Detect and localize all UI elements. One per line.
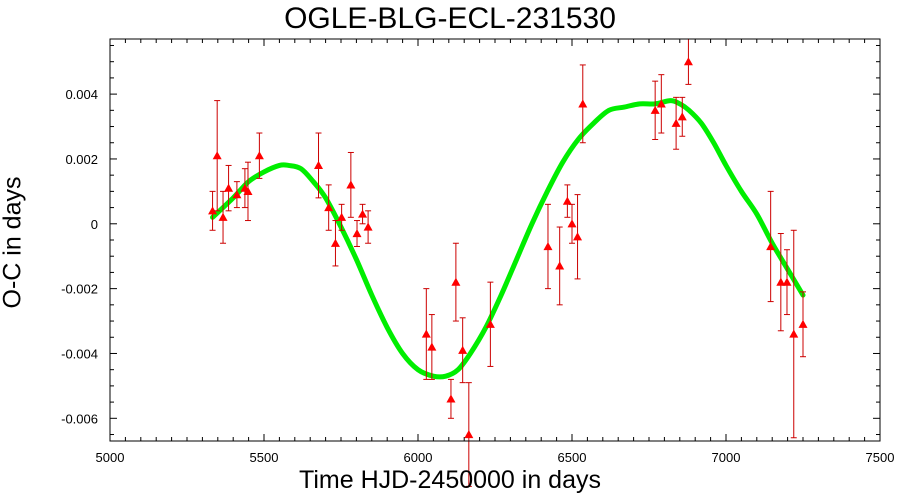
triangle-marker bbox=[363, 222, 373, 231]
data-point bbox=[766, 190, 776, 303]
triangle-marker bbox=[451, 277, 461, 286]
triangle-marker bbox=[562, 196, 572, 205]
triangle-marker bbox=[346, 180, 356, 189]
fit-curve-layer bbox=[210, 98, 806, 380]
triangle-marker bbox=[232, 190, 242, 199]
data-point bbox=[337, 203, 347, 231]
fit-curve bbox=[210, 98, 806, 380]
triangle-marker bbox=[789, 329, 799, 338]
data-point bbox=[776, 233, 786, 332]
data-point bbox=[346, 151, 356, 218]
data-point bbox=[208, 190, 218, 231]
data-point bbox=[567, 203, 577, 244]
triangle-marker bbox=[677, 112, 687, 121]
data-point bbox=[324, 184, 334, 231]
triangle-marker bbox=[555, 261, 565, 270]
triangle-marker bbox=[683, 57, 693, 66]
triangle-marker bbox=[776, 277, 786, 286]
triangle-marker bbox=[573, 232, 583, 241]
x-tick-label: 6000 bbox=[404, 450, 433, 465]
triangle-marker bbox=[650, 105, 660, 114]
y-tick-label: 0.004 bbox=[65, 87, 98, 102]
data-point bbox=[451, 242, 461, 322]
data-point bbox=[683, 38, 693, 85]
y-tick-label: 0.002 bbox=[65, 152, 98, 167]
axis-ticks bbox=[109, 39, 881, 441]
x-tick-label: 5500 bbox=[250, 450, 279, 465]
data-point bbox=[464, 382, 474, 487]
triangle-marker bbox=[224, 183, 234, 192]
triangle-marker bbox=[446, 394, 456, 403]
axis-tick-labels: 5000 5500 6000 6500 7000 7500 -0.006 -0.004 -0.0… bbox=[61, 87, 894, 465]
triangle-marker bbox=[766, 241, 776, 251]
y-axis-label: O-C in days bbox=[0, 176, 27, 309]
x-tick-label: 7500 bbox=[866, 450, 895, 465]
chart-title: OGLE-BLG-ECL-231530 bbox=[284, 2, 616, 35]
triangle-marker bbox=[330, 238, 340, 247]
data-point bbox=[789, 229, 799, 439]
data-point bbox=[677, 96, 687, 137]
x-tick-label: 6500 bbox=[558, 450, 587, 465]
data-point bbox=[330, 220, 340, 267]
data-point bbox=[782, 249, 792, 316]
data-point bbox=[218, 190, 228, 244]
plot-frame bbox=[109, 38, 881, 442]
y-tick-label: 0 bbox=[91, 217, 98, 232]
data-point bbox=[363, 210, 373, 244]
y-tick-label: -0.004 bbox=[61, 346, 98, 361]
data-point bbox=[798, 291, 808, 358]
triangle-marker bbox=[798, 319, 808, 328]
data-point bbox=[314, 132, 324, 199]
triangle-marker bbox=[254, 151, 264, 160]
data-point bbox=[573, 194, 583, 280]
data-point bbox=[421, 288, 431, 380]
triangle-marker bbox=[243, 186, 253, 195]
triangle-marker bbox=[485, 319, 495, 328]
data-point bbox=[224, 164, 234, 212]
triangle-marker bbox=[324, 203, 334, 212]
data-points-layer bbox=[208, 38, 808, 487]
data-point bbox=[446, 378, 456, 419]
data-point bbox=[352, 220, 362, 247]
triangle-marker bbox=[782, 277, 792, 286]
triangle-marker bbox=[656, 99, 666, 108]
data-point bbox=[650, 80, 660, 140]
data-point bbox=[555, 226, 565, 306]
data-point bbox=[232, 181, 242, 209]
x-tick-label: 5000 bbox=[96, 450, 125, 465]
data-point bbox=[358, 203, 368, 225]
triangle-marker bbox=[358, 209, 368, 218]
data-point bbox=[427, 314, 437, 380]
data-point bbox=[254, 132, 264, 179]
data-point bbox=[243, 161, 253, 222]
data-point bbox=[656, 74, 666, 134]
triangle-marker bbox=[208, 206, 218, 215]
triangle-marker bbox=[464, 430, 474, 439]
triangle-marker bbox=[212, 151, 222, 160]
triangle-marker bbox=[671, 118, 681, 127]
data-point bbox=[458, 317, 468, 384]
triangle-marker bbox=[543, 241, 553, 251]
data-point bbox=[543, 203, 553, 290]
triangle-marker bbox=[218, 212, 228, 221]
triangle-marker bbox=[352, 229, 362, 238]
triangle-marker bbox=[337, 212, 347, 221]
x-axis-label: Time HJD-2450000 in days bbox=[299, 466, 601, 494]
triangle-marker bbox=[458, 345, 468, 354]
y-tick-label: -0.006 bbox=[61, 411, 98, 426]
data-point bbox=[485, 281, 495, 367]
triangle-marker bbox=[314, 160, 324, 170]
data-point bbox=[578, 64, 588, 144]
x-tick-label: 7000 bbox=[712, 450, 741, 465]
data-point bbox=[212, 100, 222, 212]
y-tick-label: -0.002 bbox=[61, 282, 98, 297]
data-point bbox=[671, 96, 681, 150]
triangle-marker bbox=[578, 99, 588, 108]
triangle-marker bbox=[427, 342, 437, 351]
triangle-marker bbox=[421, 329, 431, 338]
data-point bbox=[562, 184, 572, 218]
triangle-marker bbox=[567, 219, 577, 228]
